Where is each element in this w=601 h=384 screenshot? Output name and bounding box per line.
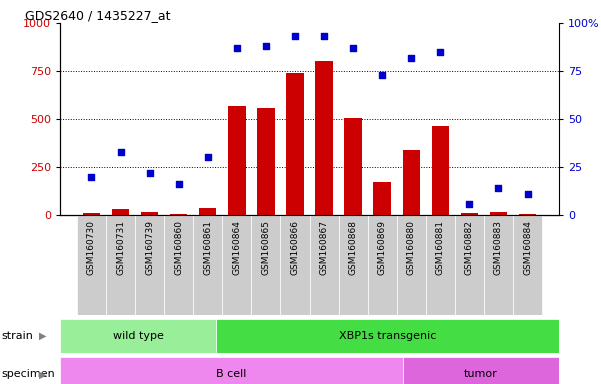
Text: GSM160731: GSM160731 bbox=[116, 220, 125, 275]
Point bbox=[116, 149, 126, 155]
Text: wild type: wild type bbox=[112, 331, 163, 341]
Bar bbox=[338, 215, 368, 315]
Text: GSM160884: GSM160884 bbox=[523, 220, 532, 275]
Text: GSM160860: GSM160860 bbox=[174, 220, 183, 275]
Bar bbox=[281, 215, 310, 315]
Bar bbox=[286, 73, 304, 215]
Point bbox=[290, 33, 300, 40]
Bar bbox=[403, 357, 559, 384]
Text: GSM160883: GSM160883 bbox=[494, 220, 503, 275]
Bar bbox=[310, 215, 338, 315]
Text: GSM160867: GSM160867 bbox=[320, 220, 329, 275]
Point bbox=[261, 43, 270, 49]
Point bbox=[319, 33, 329, 40]
Point bbox=[436, 49, 445, 55]
Bar bbox=[199, 208, 216, 215]
Text: GSM160866: GSM160866 bbox=[290, 220, 299, 275]
Point bbox=[174, 181, 183, 187]
Text: GSM160864: GSM160864 bbox=[233, 220, 242, 275]
Bar bbox=[513, 215, 542, 315]
Point bbox=[493, 185, 503, 191]
Bar bbox=[344, 118, 362, 215]
Bar bbox=[490, 212, 507, 215]
Point bbox=[145, 170, 154, 176]
Point bbox=[349, 45, 358, 51]
Text: ▶: ▶ bbox=[39, 331, 46, 341]
Text: GSM160739: GSM160739 bbox=[145, 220, 154, 275]
Bar bbox=[164, 215, 194, 315]
Point bbox=[465, 200, 474, 207]
Bar bbox=[222, 215, 251, 315]
Bar bbox=[461, 213, 478, 215]
Bar bbox=[426, 215, 455, 315]
Point bbox=[406, 55, 416, 61]
Text: GSM160861: GSM160861 bbox=[203, 220, 212, 275]
Bar bbox=[77, 215, 106, 315]
Bar bbox=[135, 215, 164, 315]
Bar bbox=[257, 108, 275, 215]
Text: GSM160881: GSM160881 bbox=[436, 220, 445, 275]
Bar bbox=[106, 215, 135, 315]
Bar bbox=[484, 215, 513, 315]
Text: strain: strain bbox=[1, 331, 33, 341]
Bar bbox=[519, 214, 536, 215]
Text: GSM160730: GSM160730 bbox=[87, 220, 96, 275]
Point bbox=[87, 174, 96, 180]
Bar bbox=[432, 126, 449, 215]
Bar bbox=[397, 215, 426, 315]
Text: GSM160882: GSM160882 bbox=[465, 220, 474, 275]
Point bbox=[203, 154, 213, 161]
Bar bbox=[373, 182, 391, 215]
Bar bbox=[170, 214, 188, 215]
Text: B cell: B cell bbox=[216, 369, 247, 379]
Bar bbox=[141, 212, 158, 215]
Text: GSM160880: GSM160880 bbox=[407, 220, 416, 275]
Bar bbox=[251, 215, 281, 315]
Bar bbox=[112, 209, 129, 215]
Text: ▶: ▶ bbox=[39, 369, 46, 379]
Bar bbox=[228, 106, 246, 215]
Point bbox=[523, 191, 532, 197]
Text: XBP1s transgenic: XBP1s transgenic bbox=[339, 331, 436, 341]
Bar bbox=[368, 215, 397, 315]
Text: GSM160869: GSM160869 bbox=[377, 220, 386, 275]
Text: tumor: tumor bbox=[464, 369, 498, 379]
Text: GDS2640 / 1435227_at: GDS2640 / 1435227_at bbox=[25, 9, 171, 22]
Text: specimen: specimen bbox=[1, 369, 55, 379]
Bar bbox=[60, 357, 403, 384]
Bar bbox=[455, 215, 484, 315]
Bar bbox=[60, 319, 216, 353]
Bar bbox=[216, 319, 559, 353]
Point bbox=[232, 45, 242, 51]
Bar bbox=[194, 215, 222, 315]
Bar bbox=[316, 61, 333, 215]
Point bbox=[377, 72, 387, 78]
Bar bbox=[83, 213, 100, 215]
Text: GSM160868: GSM160868 bbox=[349, 220, 358, 275]
Text: GSM160865: GSM160865 bbox=[261, 220, 270, 275]
Bar bbox=[403, 150, 420, 215]
